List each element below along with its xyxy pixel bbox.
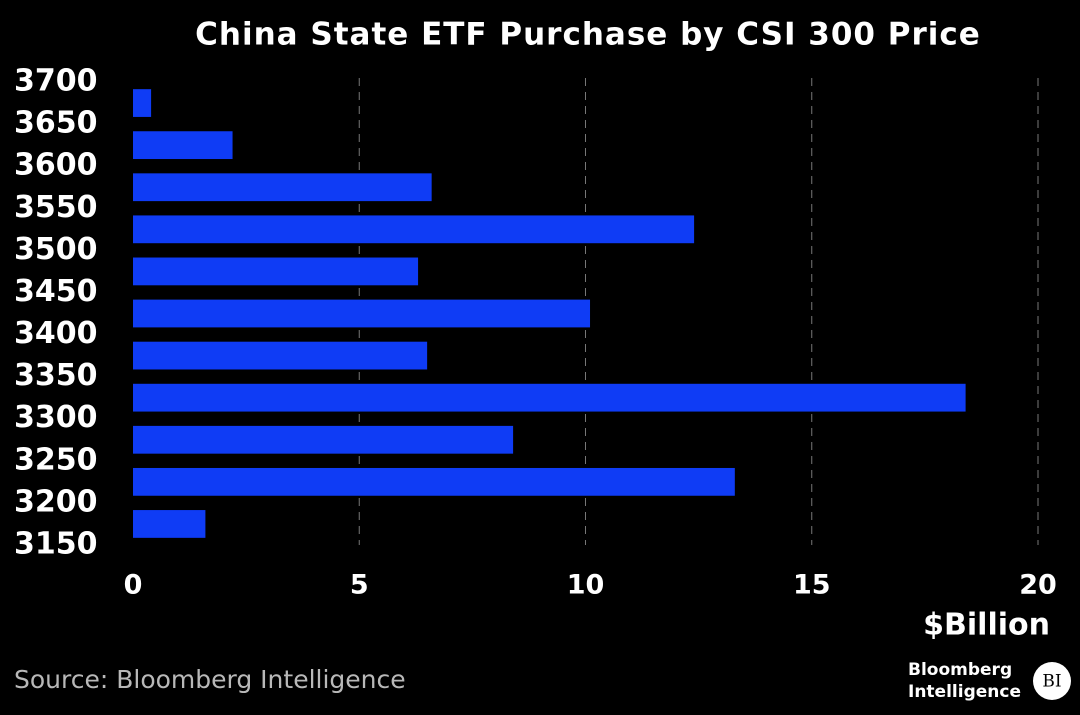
y-tick-label: 3300	[14, 400, 98, 435]
y-tick-label: 3400	[14, 316, 98, 351]
bar	[133, 257, 419, 286]
bar	[133, 425, 514, 454]
x-tick-label: 10	[567, 570, 605, 601]
bar	[133, 299, 591, 328]
logo-text: Intelligence	[908, 682, 1021, 702]
bar	[133, 341, 428, 370]
logo-text: Bloomberg	[908, 660, 1012, 680]
y-tick-label: 3350	[14, 358, 98, 393]
y-tick-label: 3500	[14, 232, 98, 267]
logo-badge-text: BI	[1042, 672, 1061, 692]
chart-title: China State ETF Purchase by CSI 300 Pric…	[195, 17, 981, 53]
y-tick-label: 3700	[14, 64, 98, 99]
bar	[133, 89, 152, 117]
x-axis-label: $Billion	[923, 608, 1050, 643]
y-tick-label: 3650	[14, 106, 98, 141]
bar	[133, 467, 735, 496]
x-tick-label: 15	[793, 570, 831, 601]
y-tick-label: 3450	[14, 274, 98, 309]
y-tick-label: 3150	[14, 527, 98, 562]
bar	[133, 510, 206, 538]
x-tick-label: 5	[350, 570, 369, 601]
bar	[133, 383, 966, 412]
x-tick-label: 20	[1019, 570, 1057, 601]
logo-badge	[1033, 662, 1071, 700]
x-tick-label: 0	[124, 570, 143, 601]
bar	[133, 131, 233, 160]
y-tick-label: 3600	[14, 148, 98, 183]
y-tick-label: 3200	[14, 484, 98, 519]
y-tick-label: 3250	[14, 442, 98, 477]
y-tick-label: 3550	[14, 190, 98, 225]
bar	[133, 215, 695, 244]
bar	[133, 173, 432, 202]
source: Source: Bloomberg Intelligence	[14, 665, 406, 694]
